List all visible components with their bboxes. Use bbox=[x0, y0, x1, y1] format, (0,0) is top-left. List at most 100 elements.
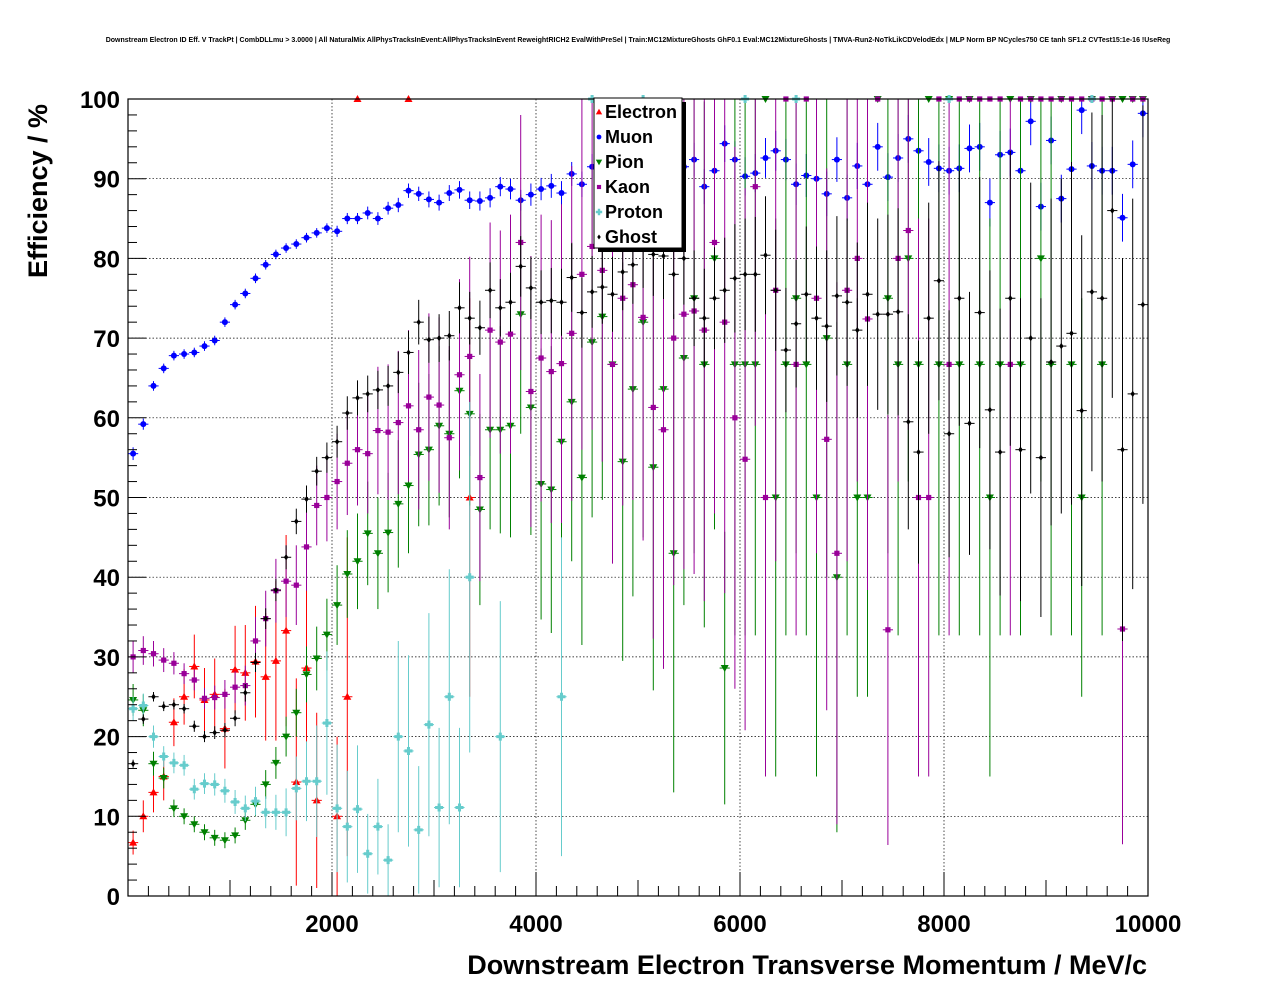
data-point bbox=[322, 719, 331, 728]
data-point bbox=[210, 780, 219, 789]
data-point bbox=[691, 295, 697, 302]
x-tick-label: 4000 bbox=[509, 911, 562, 938]
data-point bbox=[814, 314, 819, 322]
data-point bbox=[395, 202, 402, 209]
data-point bbox=[834, 550, 840, 556]
data-point bbox=[324, 494, 330, 501]
data-point bbox=[355, 394, 360, 402]
data-point bbox=[385, 429, 391, 435]
data-point bbox=[465, 573, 474, 582]
data-point bbox=[447, 332, 452, 339]
data-point bbox=[538, 186, 545, 193]
data-point bbox=[853, 494, 862, 502]
data-point bbox=[220, 837, 229, 845]
data-point bbox=[150, 382, 157, 389]
data-point bbox=[221, 319, 228, 326]
y-tick-label: 40 bbox=[93, 565, 120, 592]
data-point bbox=[343, 822, 352, 831]
data-point bbox=[496, 732, 505, 741]
data-point bbox=[322, 631, 331, 639]
data-point bbox=[292, 784, 301, 793]
chart-title: Downstream Electron ID Eff. V TrackPt | … bbox=[106, 37, 1171, 44]
data-point bbox=[507, 186, 514, 193]
legend: Electron Muon Pion Kaon Proton Ghost bbox=[593, 97, 686, 252]
data-point bbox=[824, 322, 829, 330]
data-point bbox=[833, 156, 840, 163]
data-point bbox=[303, 544, 310, 550]
data-point bbox=[579, 271, 585, 277]
x-axis-title: Downstream Electron Transverse Momentum … bbox=[467, 950, 1147, 980]
data-point bbox=[906, 418, 911, 425]
data-point bbox=[426, 336, 432, 343]
data-point bbox=[1099, 295, 1105, 302]
legend-box bbox=[593, 97, 683, 249]
data-point bbox=[558, 190, 565, 197]
data-point bbox=[232, 301, 239, 308]
data-point bbox=[742, 456, 748, 462]
data-point bbox=[170, 352, 177, 359]
data-point bbox=[180, 761, 189, 770]
data-point bbox=[671, 271, 676, 278]
axes: 0 10 20 30 40 50 60 70 80 90 100 2000 4000 6000 8000 10… bbox=[80, 87, 1181, 938]
data-point bbox=[600, 283, 605, 291]
data-point bbox=[273, 586, 279, 594]
data-marks bbox=[128, 95, 1148, 896]
data-point bbox=[394, 732, 403, 741]
data-point bbox=[456, 372, 463, 378]
data-point bbox=[925, 158, 932, 165]
data-point bbox=[1036, 255, 1045, 263]
data-point bbox=[507, 331, 514, 337]
data-point bbox=[753, 271, 758, 278]
data-point bbox=[231, 832, 240, 840]
data-point bbox=[435, 803, 444, 812]
data-point bbox=[711, 239, 718, 246]
data-point bbox=[446, 190, 453, 197]
data-point bbox=[404, 746, 413, 755]
data-point bbox=[159, 752, 168, 761]
data-point bbox=[243, 689, 248, 696]
data-point bbox=[1078, 107, 1085, 114]
data-point bbox=[620, 268, 625, 276]
data-point bbox=[722, 287, 727, 294]
data-point bbox=[415, 190, 422, 197]
y-tick-label: 80 bbox=[93, 246, 120, 273]
data-point bbox=[650, 404, 656, 411]
data-point bbox=[314, 467, 319, 475]
data-point bbox=[261, 808, 270, 817]
data-point bbox=[569, 274, 574, 281]
data-point bbox=[424, 720, 433, 729]
data-point bbox=[302, 777, 311, 786]
data-point bbox=[455, 803, 464, 812]
data-point bbox=[333, 602, 342, 610]
data-point bbox=[181, 705, 187, 712]
data-point bbox=[171, 701, 177, 708]
data-point bbox=[283, 578, 289, 584]
data-point bbox=[1079, 407, 1084, 414]
data-point bbox=[364, 209, 371, 216]
data-point bbox=[323, 225, 330, 232]
data-point bbox=[508, 299, 513, 306]
data-point bbox=[405, 187, 412, 194]
data-point bbox=[559, 299, 564, 306]
data-point bbox=[343, 571, 352, 579]
data-point bbox=[1038, 454, 1044, 461]
data-point bbox=[476, 198, 483, 205]
data-point bbox=[272, 251, 279, 258]
data-point bbox=[445, 692, 454, 701]
data-point bbox=[344, 460, 350, 466]
data-point bbox=[201, 695, 208, 701]
data-point bbox=[558, 361, 565, 367]
data-point bbox=[518, 263, 523, 270]
legend-marker-kaon bbox=[596, 184, 602, 190]
data-point bbox=[160, 365, 167, 372]
data-point bbox=[457, 304, 462, 312]
data-point bbox=[261, 781, 270, 789]
data-point bbox=[885, 310, 891, 318]
data-point bbox=[487, 194, 494, 201]
x-tick-label: 8000 bbox=[917, 911, 970, 938]
data-point bbox=[498, 304, 503, 312]
data-point bbox=[762, 154, 769, 161]
y-tick-label: 10 bbox=[93, 804, 120, 831]
data-point bbox=[200, 829, 209, 837]
data-point bbox=[304, 495, 309, 503]
